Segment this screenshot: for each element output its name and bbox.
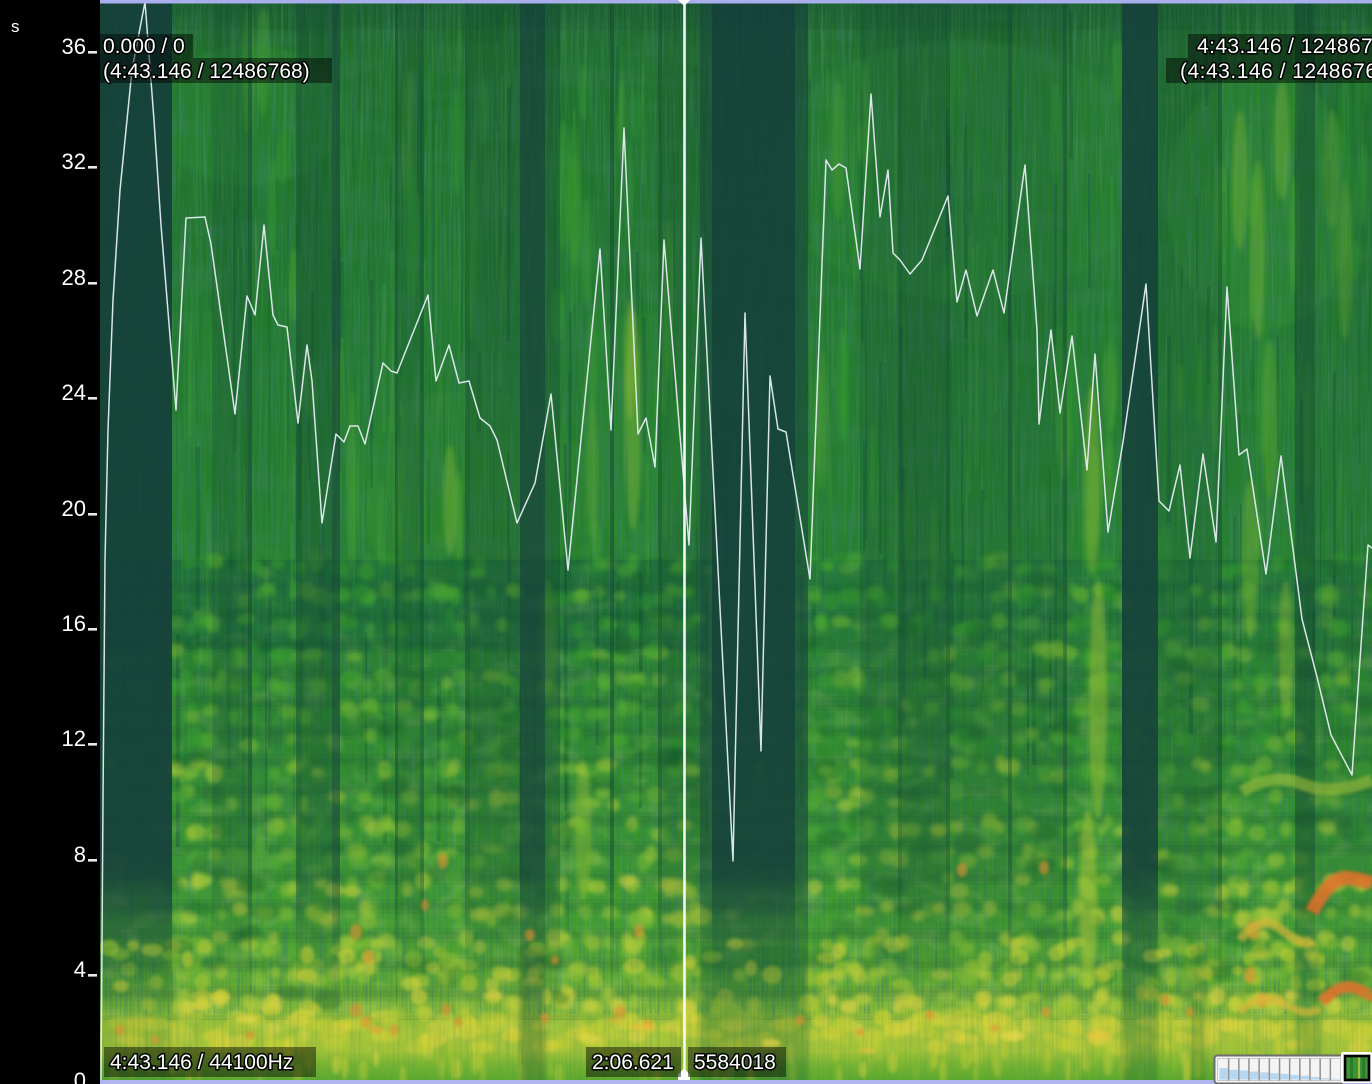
svg-text:(4:43.146 / 12486768): (4:43.146 / 12486768): [1180, 60, 1372, 83]
svg-text:12: 12: [62, 726, 86, 751]
svg-text:24: 24: [62, 380, 86, 405]
svg-text:36: 36: [62, 34, 86, 59]
svg-text:0.000 / 0: 0.000 / 0: [103, 35, 185, 58]
svg-text:20: 20: [62, 496, 86, 521]
svg-text:s: s: [11, 17, 20, 36]
svg-text:2:06.621: 2:06.621: [592, 1051, 674, 1074]
svg-text:4:43.146 / 12486768: 4:43.146 / 12486768: [1197, 35, 1372, 58]
svg-text:28: 28: [62, 265, 86, 290]
svg-text:(4:43.146 / 12486768): (4:43.146 / 12486768): [103, 60, 310, 83]
svg-text:16: 16: [62, 611, 86, 636]
svg-text:5584018: 5584018: [694, 1051, 776, 1074]
svg-text:8: 8: [74, 842, 86, 867]
svg-text:4: 4: [74, 957, 86, 982]
svg-text:32: 32: [62, 149, 86, 174]
svg-text:4:43.146 / 44100Hz: 4:43.146 / 44100Hz: [110, 1051, 293, 1074]
svg-text:0: 0: [74, 1068, 86, 1084]
